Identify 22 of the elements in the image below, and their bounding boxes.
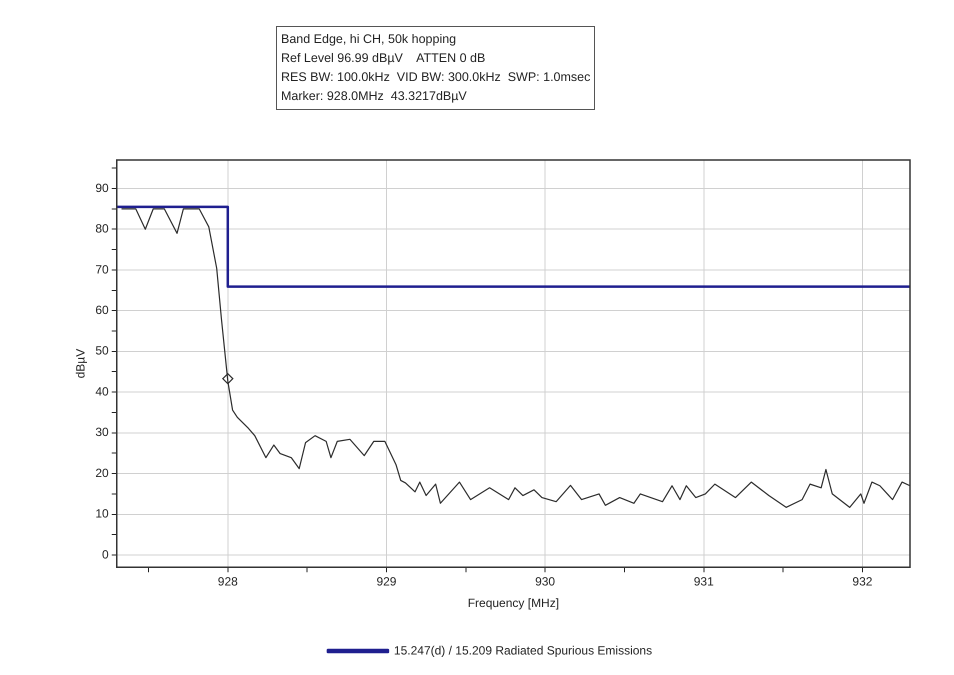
y-tick-label: 90 [95,180,110,195]
text: Band Edge, hi CH, 50k hopping [281,31,458,48]
y-tick-label: 80 [95,222,110,236]
y-tick-label: 10 [95,506,110,521]
legend-label: 15.247(d) / 15.209 Radiated Spurious Emissions [394,643,652,658]
text: Marker: 928.0MHz 43.3217dBµV [281,88,468,105]
y-tick-label: 60 [95,302,110,317]
x-axis-title: Frequency [MHz] [468,596,560,610]
x-tick-label: 929 [376,574,397,589]
y-tick-label: 50 [95,344,110,358]
x-tick-label: 928 [218,574,238,589]
y-tick-label: 30 [95,425,110,440]
y-tick-label: 40 [95,384,110,398]
y-axis-title: dBµV [74,348,88,378]
text: RES BW: 100.0kHz VID BW: 300.0kHz SWP: 1.0msec [281,69,590,86]
x-tick-label: 930 [535,574,556,589]
y-tick-label: 70 [95,262,110,276]
text: Ref Level 96.99 dBµV ATTEN 0 dB [281,50,486,67]
x-tick-label: 932 [852,574,873,589]
y-tick-label: 0 [102,547,110,562]
y-tick-label: 20 [95,466,110,480]
x-tick-label: 931 [694,574,714,589]
